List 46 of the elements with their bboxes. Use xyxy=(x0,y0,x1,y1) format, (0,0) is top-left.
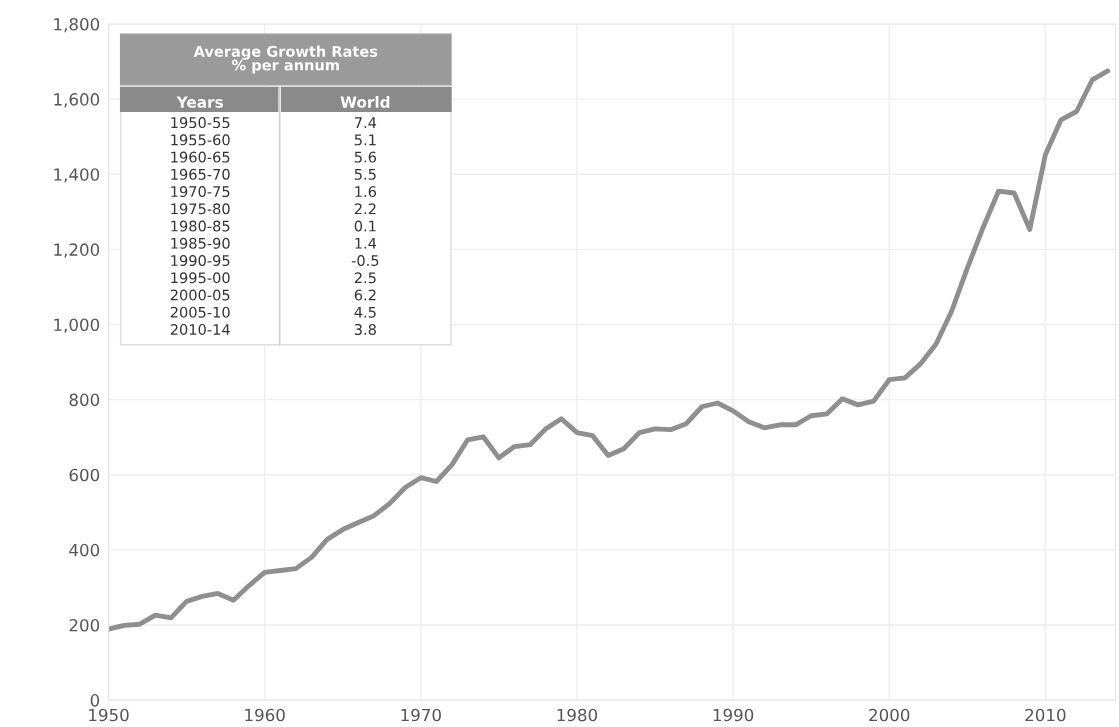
annotation: 1980-85 xyxy=(171,220,230,232)
annotation: 2000-05 xyxy=(170,289,230,301)
annotation: 4.5 xyxy=(354,306,376,318)
annotation: Average Growth Rates % per annum xyxy=(193,45,378,74)
annotation: 5.5 xyxy=(354,169,376,180)
y-tick-label: 1,200 xyxy=(54,243,100,258)
x-tick-label: 1970 xyxy=(401,708,441,722)
annotation: 2.2 xyxy=(354,203,376,215)
y-tick-label: 1,400 xyxy=(54,168,100,183)
annotation: 1.6 xyxy=(355,186,377,198)
x-tick-label: 1950 xyxy=(89,708,129,722)
annotation: 6.2 xyxy=(354,289,376,301)
x-tick-label: 1960 xyxy=(245,708,285,722)
x-tick-label: 1980 xyxy=(557,708,598,722)
annotation: 5.1 xyxy=(354,134,376,146)
y-tick-label: 200 xyxy=(69,618,100,632)
annotation: 1.4 xyxy=(355,237,377,249)
annotation: 1985-90 xyxy=(171,237,230,249)
annotation: 2005-10 xyxy=(170,306,230,318)
y-tick-label: 1,000 xyxy=(54,318,100,333)
annotation: Years xyxy=(176,96,223,108)
x-tick-label: 1990 xyxy=(713,708,754,722)
x-tick-label: 2000 xyxy=(869,708,910,722)
annotation: -0.5 xyxy=(351,255,379,267)
annotation: 2.5 xyxy=(354,272,376,284)
y-tick-label: 800 xyxy=(69,393,100,407)
annotation: 1975-80 xyxy=(171,203,230,215)
annotation: 3.8 xyxy=(354,323,376,336)
annotation: 0.1 xyxy=(354,220,376,232)
y-tick-label: 1,800 xyxy=(54,17,100,33)
annotation: 1965-70 xyxy=(171,168,230,180)
annotation: 1970-75 xyxy=(171,186,230,198)
annotation: 1960-65 xyxy=(171,151,230,163)
y-tick-label: 0 xyxy=(90,694,100,707)
y-tick-label: 400 xyxy=(69,543,100,557)
x-tick-label: 2010 xyxy=(1025,708,1066,722)
annotation: World xyxy=(340,96,390,108)
annotation: 5.6 xyxy=(354,151,377,163)
annotation: 1950-55 xyxy=(171,117,230,129)
annotation: 1955-60 xyxy=(171,134,230,146)
annotation: 1990-95 xyxy=(171,255,230,267)
annotation: 1995-00 xyxy=(171,272,230,284)
annotation: 2010-14 xyxy=(170,323,230,336)
annotation: 7.4 xyxy=(354,117,377,128)
y-tick-label: 1,600 xyxy=(54,93,100,108)
y-tick-label: 600 xyxy=(69,468,100,482)
